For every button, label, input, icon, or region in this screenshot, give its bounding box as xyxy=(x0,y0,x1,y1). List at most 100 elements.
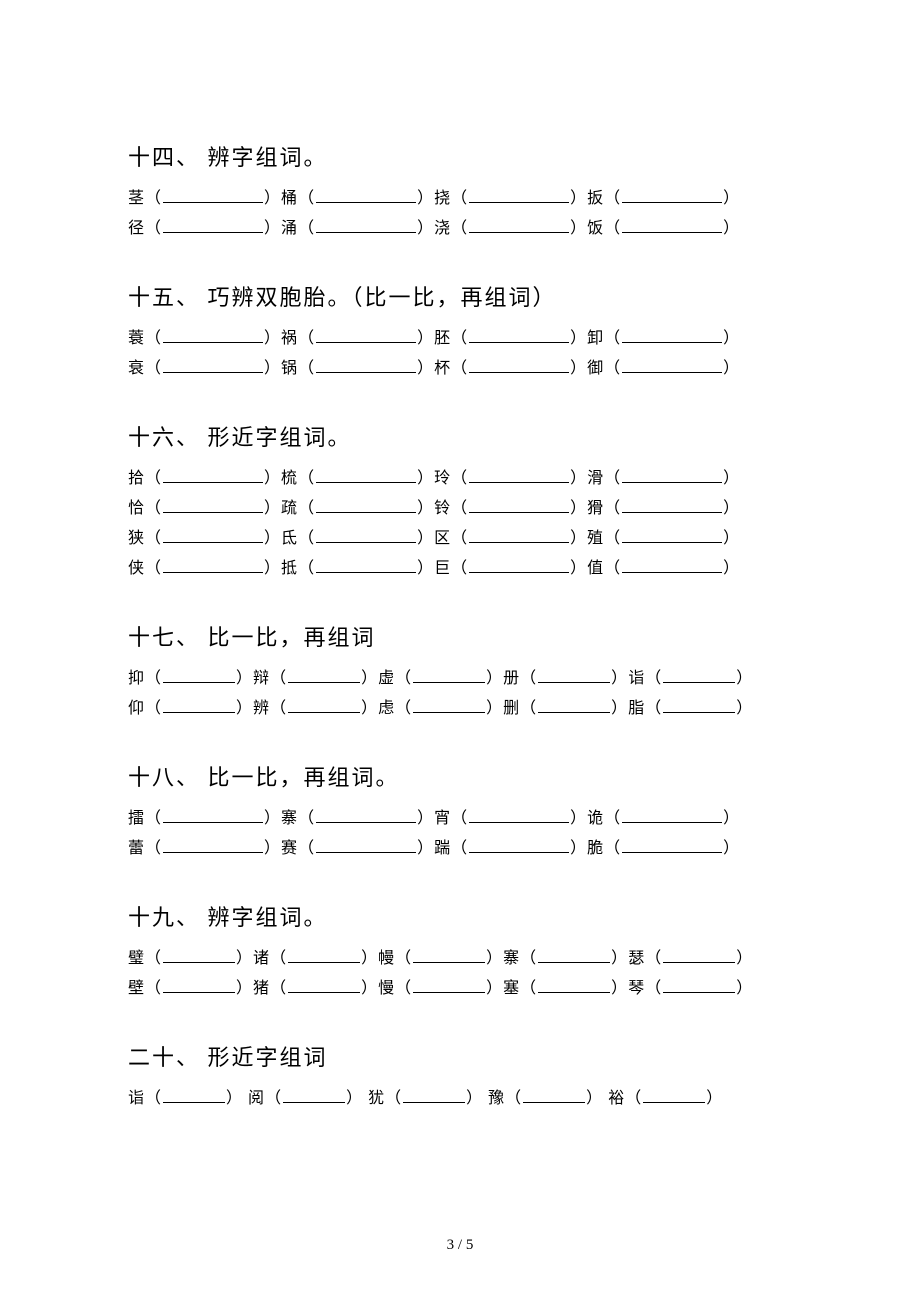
fill-blank[interactable] xyxy=(316,215,416,233)
exercise-row: 恰（）疏（）铃（）猾（） xyxy=(128,494,792,524)
fill-blank[interactable] xyxy=(469,215,569,233)
fill-blank[interactable] xyxy=(413,975,485,993)
fill-blank[interactable] xyxy=(413,945,485,963)
fill-blank[interactable] xyxy=(163,805,263,823)
character: 氐 xyxy=(281,530,298,547)
section: 二十、 形近字组词诣（） 阅（） 犹（） 豫（） 裕（） xyxy=(128,1040,792,1114)
fill-blank[interactable] xyxy=(538,945,610,963)
fill-blank[interactable] xyxy=(288,945,360,963)
fill-blank[interactable] xyxy=(163,465,263,483)
left-paren: （ xyxy=(604,530,621,547)
fill-blank[interactable] xyxy=(163,835,263,853)
character: 值 xyxy=(587,560,604,577)
fill-blank[interactable] xyxy=(622,215,722,233)
fill-blank[interactable] xyxy=(316,185,416,203)
fill-blank[interactable] xyxy=(163,695,235,713)
fill-blank[interactable] xyxy=(663,665,735,683)
right-paren: ） xyxy=(570,500,587,517)
fill-blank[interactable] xyxy=(316,465,416,483)
fill-blank[interactable] xyxy=(316,835,416,853)
section-heading: 十八、 比一比，再组词。 xyxy=(128,760,792,792)
fill-blank[interactable] xyxy=(538,695,610,713)
fill-blank[interactable] xyxy=(163,665,235,683)
fill-blank[interactable] xyxy=(622,555,722,573)
fill-blank[interactable] xyxy=(316,555,416,573)
left-paren: （ xyxy=(604,360,621,377)
fill-blank[interactable] xyxy=(288,695,360,713)
fill-blank[interactable] xyxy=(163,325,263,343)
fill-blank[interactable] xyxy=(316,355,416,373)
character: 踹 xyxy=(434,840,451,857)
left-paren: （ xyxy=(270,950,287,967)
fill-blank[interactable] xyxy=(469,555,569,573)
character: 疏 xyxy=(281,500,298,517)
fill-blank[interactable] xyxy=(622,495,722,513)
fill-blank[interactable] xyxy=(469,805,569,823)
fill-blank[interactable] xyxy=(622,835,722,853)
fill-blank[interactable] xyxy=(288,975,360,993)
fill-blank[interactable] xyxy=(283,1085,345,1103)
fill-blank[interactable] xyxy=(163,185,263,203)
fill-blank[interactable] xyxy=(469,525,569,543)
fill-blank[interactable] xyxy=(163,215,263,233)
character: 虑 xyxy=(378,700,395,717)
fill-blank[interactable] xyxy=(288,665,360,683)
right-paren: ） xyxy=(264,840,281,857)
right-paren: ） xyxy=(570,220,587,237)
fill-blank[interactable] xyxy=(622,525,722,543)
left-paren: （ xyxy=(145,560,162,577)
fill-blank[interactable] xyxy=(663,945,735,963)
character: 御 xyxy=(587,360,604,377)
exercise-row: 衰（）锅（）杯（）御（） xyxy=(128,354,792,384)
fill-blank[interactable] xyxy=(316,495,416,513)
character: 虚 xyxy=(378,670,395,687)
left-paren: （ xyxy=(298,530,315,547)
fill-blank[interactable] xyxy=(469,325,569,343)
right-paren: ） xyxy=(486,670,503,687)
right-paren: ） xyxy=(417,530,434,547)
fill-blank[interactable] xyxy=(163,1085,225,1103)
fill-blank[interactable] xyxy=(469,495,569,513)
fill-blank[interactable] xyxy=(622,355,722,373)
left-paren: （ xyxy=(604,190,621,207)
right-paren: ） xyxy=(264,330,281,347)
left-paren: （ xyxy=(645,980,662,997)
fill-blank[interactable] xyxy=(163,945,235,963)
fill-blank[interactable] xyxy=(622,465,722,483)
left-paren: （ xyxy=(145,840,162,857)
fill-blank[interactable] xyxy=(163,555,263,573)
section-heading: 十六、 形近字组词。 xyxy=(128,420,792,452)
fill-blank[interactable] xyxy=(523,1085,585,1103)
fill-blank[interactable] xyxy=(403,1085,465,1103)
fill-blank[interactable] xyxy=(622,185,722,203)
left-paren: （ xyxy=(520,950,537,967)
right-paren: ） xyxy=(723,500,740,517)
fill-blank[interactable] xyxy=(163,975,235,993)
section-heading: 十五、 巧辨双胞胎。（比一比，再组词） xyxy=(128,280,792,312)
fill-blank[interactable] xyxy=(316,325,416,343)
character: 琴 xyxy=(628,980,645,997)
fill-blank[interactable] xyxy=(622,805,722,823)
fill-blank[interactable] xyxy=(663,695,735,713)
fill-blank[interactable] xyxy=(163,495,263,513)
fill-blank[interactable] xyxy=(163,355,263,373)
fill-blank[interactable] xyxy=(316,805,416,823)
fill-blank[interactable] xyxy=(316,525,416,543)
character: 裕 xyxy=(608,1090,625,1107)
fill-blank[interactable] xyxy=(469,835,569,853)
right-paren: ） xyxy=(611,980,628,997)
fill-blank[interactable] xyxy=(413,665,485,683)
right-paren: ） xyxy=(264,500,281,517)
fill-blank[interactable] xyxy=(413,695,485,713)
fill-blank[interactable] xyxy=(622,325,722,343)
fill-blank[interactable] xyxy=(663,975,735,993)
fill-blank[interactable] xyxy=(643,1085,705,1103)
left-paren: （ xyxy=(270,670,287,687)
left-paren: （ xyxy=(145,1090,162,1107)
fill-blank[interactable] xyxy=(469,355,569,373)
fill-blank[interactable] xyxy=(163,525,263,543)
fill-blank[interactable] xyxy=(538,975,610,993)
fill-blank[interactable] xyxy=(469,185,569,203)
fill-blank[interactable] xyxy=(538,665,610,683)
fill-blank[interactable] xyxy=(469,465,569,483)
